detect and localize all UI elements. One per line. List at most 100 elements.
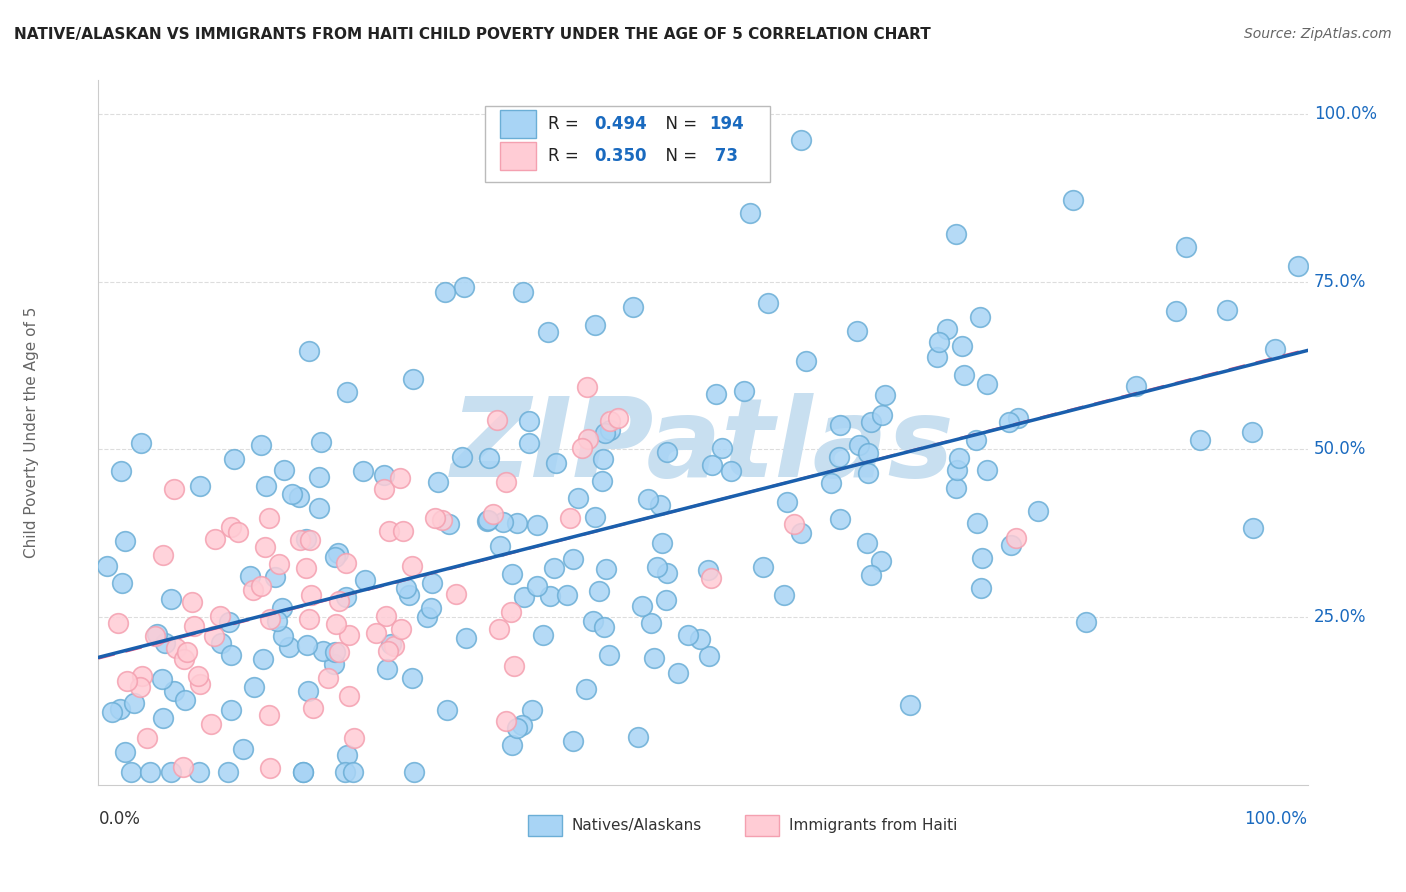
Point bbox=[298, 344, 321, 359]
Point bbox=[966, 516, 988, 530]
Point bbox=[107, 616, 129, 631]
Point bbox=[501, 738, 523, 752]
Point bbox=[200, 716, 222, 731]
Point bbox=[173, 651, 195, 665]
Point bbox=[946, 463, 969, 477]
Point bbox=[1000, 538, 1022, 552]
Point bbox=[392, 524, 415, 538]
Point bbox=[364, 625, 387, 640]
Point bbox=[1241, 521, 1264, 535]
Text: R =: R = bbox=[548, 146, 585, 165]
Point bbox=[790, 526, 813, 541]
Point bbox=[645, 560, 668, 574]
Point bbox=[501, 566, 523, 581]
Point bbox=[434, 285, 457, 300]
Point bbox=[630, 599, 652, 614]
Text: 50.0%: 50.0% bbox=[1313, 441, 1367, 458]
Point bbox=[607, 410, 630, 425]
Point bbox=[375, 662, 398, 676]
Point bbox=[326, 546, 349, 560]
Point bbox=[453, 280, 475, 294]
Point bbox=[505, 721, 527, 735]
Point bbox=[783, 516, 806, 531]
Point bbox=[252, 651, 274, 665]
Point bbox=[249, 438, 271, 452]
Point bbox=[567, 491, 589, 505]
Point bbox=[571, 442, 593, 456]
Point bbox=[700, 458, 723, 473]
Point bbox=[700, 571, 723, 585]
Point bbox=[621, 300, 644, 314]
Point bbox=[114, 533, 136, 548]
Point bbox=[519, 414, 541, 428]
Point bbox=[654, 592, 676, 607]
Point bbox=[152, 711, 174, 725]
Point bbox=[1188, 434, 1211, 448]
Point bbox=[219, 703, 242, 717]
Point bbox=[927, 350, 949, 364]
Point bbox=[488, 623, 510, 637]
Point bbox=[323, 644, 346, 658]
Point bbox=[522, 703, 544, 717]
Point bbox=[208, 609, 231, 624]
Text: Immigrants from Haiti: Immigrants from Haiti bbox=[789, 818, 957, 832]
Point bbox=[948, 450, 970, 465]
Point bbox=[287, 490, 309, 504]
Point bbox=[143, 629, 166, 643]
Point bbox=[538, 589, 561, 603]
Point bbox=[432, 513, 454, 527]
Point bbox=[575, 681, 598, 696]
Point bbox=[395, 581, 418, 595]
Point bbox=[288, 533, 311, 548]
Point bbox=[537, 325, 560, 339]
Point bbox=[309, 435, 332, 450]
Point bbox=[970, 550, 993, 565]
Point bbox=[689, 632, 711, 647]
Point bbox=[299, 533, 322, 548]
Point bbox=[450, 450, 472, 464]
Point bbox=[495, 714, 517, 728]
Point bbox=[110, 702, 132, 716]
Point bbox=[131, 668, 153, 682]
Point bbox=[790, 133, 813, 147]
Point bbox=[226, 524, 249, 539]
Point bbox=[299, 588, 322, 602]
Point bbox=[856, 445, 879, 459]
Point bbox=[595, 561, 617, 575]
Point bbox=[353, 573, 375, 587]
Point bbox=[575, 380, 598, 394]
Point bbox=[543, 560, 565, 574]
Point bbox=[875, 387, 897, 401]
Point bbox=[950, 339, 973, 353]
Point bbox=[561, 551, 583, 566]
Text: N =: N = bbox=[655, 146, 702, 165]
Point bbox=[373, 467, 395, 482]
Point bbox=[870, 409, 893, 423]
Point bbox=[526, 517, 548, 532]
Point bbox=[591, 474, 613, 488]
Point bbox=[415, 610, 437, 624]
Point bbox=[1175, 240, 1198, 254]
Point bbox=[637, 491, 659, 506]
Point bbox=[187, 669, 209, 683]
Point bbox=[454, 631, 477, 645]
Point bbox=[489, 540, 512, 554]
Point bbox=[297, 683, 319, 698]
Text: 100.0%: 100.0% bbox=[1244, 810, 1308, 828]
Bar bbox=[527, 814, 561, 836]
FancyBboxPatch shape bbox=[485, 106, 769, 183]
Point bbox=[697, 563, 720, 577]
Point bbox=[828, 417, 851, 432]
Point bbox=[648, 499, 671, 513]
Point bbox=[512, 285, 534, 299]
Point bbox=[657, 445, 679, 459]
Point bbox=[335, 590, 357, 604]
Point bbox=[588, 584, 610, 599]
Point bbox=[209, 636, 232, 650]
Point bbox=[599, 414, 621, 428]
Point bbox=[115, 673, 138, 688]
Text: 0.0%: 0.0% bbox=[98, 810, 141, 828]
Bar bbox=[745, 814, 779, 836]
Point bbox=[444, 587, 467, 601]
Point bbox=[1074, 615, 1097, 630]
